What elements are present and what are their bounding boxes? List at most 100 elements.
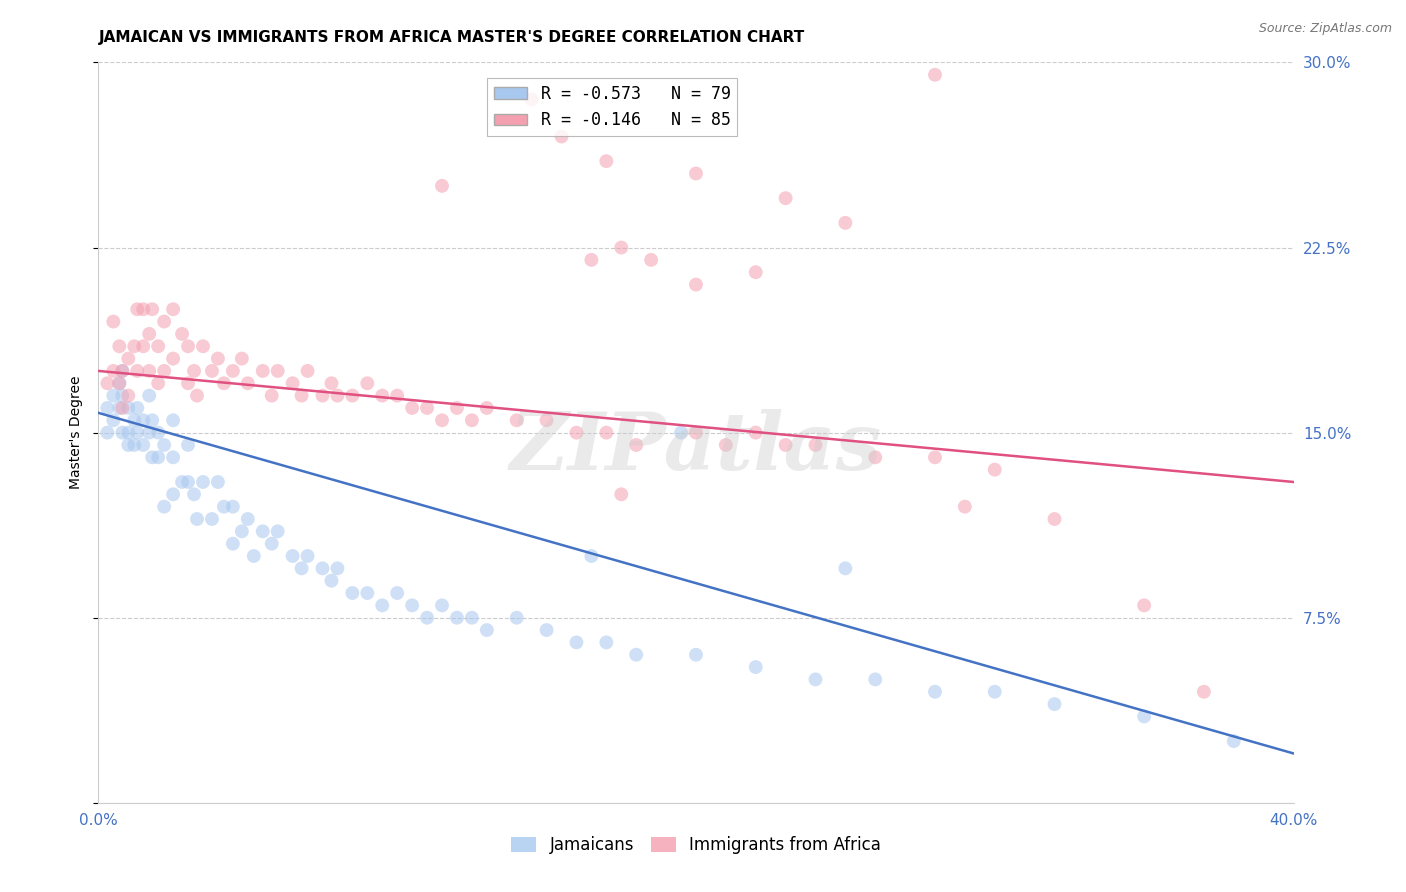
Point	[640, 252, 662, 267]
Point	[177, 339, 200, 353]
Point	[1223, 734, 1246, 748]
Point	[267, 524, 290, 539]
Point	[138, 326, 160, 341]
Point	[610, 487, 633, 501]
Point	[162, 450, 184, 465]
Point	[401, 599, 423, 613]
Point	[162, 413, 184, 427]
Point	[342, 586, 364, 600]
Point	[581, 549, 603, 563]
Point	[401, 401, 423, 415]
Point	[252, 524, 274, 539]
Point	[177, 475, 200, 489]
Text: Source: ZipAtlas.com: Source: ZipAtlas.com	[1258, 22, 1392, 36]
Point	[520, 92, 543, 106]
Point	[236, 376, 259, 391]
Point	[103, 364, 125, 378]
Point	[506, 413, 529, 427]
Point	[127, 302, 149, 317]
Point	[162, 487, 184, 501]
Point	[191, 339, 214, 353]
Point	[108, 376, 131, 391]
Point	[685, 425, 707, 440]
Point	[775, 191, 797, 205]
Point	[446, 610, 468, 624]
Point	[132, 302, 155, 317]
Point	[291, 561, 314, 575]
Point	[416, 401, 439, 415]
Point	[108, 376, 131, 391]
Point	[385, 586, 409, 600]
Point	[222, 364, 245, 378]
Point	[685, 648, 707, 662]
Text: JAMAICAN VS IMMIGRANTS FROM AFRICA MASTER'S DEGREE CORRELATION CHART: JAMAICAN VS IMMIGRANTS FROM AFRICA MASTE…	[98, 29, 804, 45]
Y-axis label: Master's Degree: Master's Degree	[69, 376, 83, 490]
Point	[132, 413, 155, 427]
Point	[565, 635, 588, 649]
Point	[111, 364, 134, 378]
Point	[127, 364, 149, 378]
Point	[595, 425, 617, 440]
Point	[132, 438, 155, 452]
Point	[356, 586, 378, 600]
Point	[371, 599, 394, 613]
Point	[236, 512, 259, 526]
Point	[371, 388, 394, 402]
Point	[321, 376, 343, 391]
Point	[96, 401, 118, 415]
Point	[581, 252, 603, 267]
Point	[669, 425, 692, 440]
Point	[138, 364, 160, 378]
Point	[186, 512, 208, 526]
Point	[506, 610, 529, 624]
Point	[385, 388, 409, 402]
Point	[924, 685, 946, 699]
Point	[212, 500, 235, 514]
Point	[117, 351, 139, 366]
Point	[984, 685, 1007, 699]
Point	[311, 388, 333, 402]
Point	[326, 388, 349, 402]
Point	[117, 401, 139, 415]
Point	[141, 450, 163, 465]
Point	[984, 462, 1007, 476]
Point	[231, 351, 253, 366]
Point	[148, 425, 170, 440]
Point	[153, 314, 176, 328]
Point	[260, 388, 283, 402]
Point	[222, 536, 245, 550]
Point	[430, 599, 453, 613]
Point	[1043, 512, 1066, 526]
Point	[153, 438, 176, 452]
Point	[111, 425, 134, 440]
Point	[127, 401, 149, 415]
Point	[103, 388, 125, 402]
Point	[260, 536, 283, 550]
Point	[183, 487, 205, 501]
Point	[311, 561, 333, 575]
Point	[745, 265, 768, 279]
Point	[191, 475, 214, 489]
Point	[775, 438, 797, 452]
Point	[172, 326, 194, 341]
Point	[626, 648, 648, 662]
Point	[132, 339, 155, 353]
Point	[108, 339, 131, 353]
Text: ZIPatlas: ZIPatlas	[510, 409, 882, 486]
Point	[117, 388, 139, 402]
Point	[475, 623, 498, 637]
Point	[610, 240, 633, 255]
Point	[148, 376, 170, 391]
Point	[356, 376, 378, 391]
Point	[536, 413, 558, 427]
Point	[108, 401, 131, 415]
Point	[127, 425, 149, 440]
Point	[222, 500, 245, 514]
Point	[924, 450, 946, 465]
Point	[183, 364, 205, 378]
Point	[138, 425, 160, 440]
Point	[103, 413, 125, 427]
Point	[153, 500, 176, 514]
Point	[924, 68, 946, 82]
Point	[138, 388, 160, 402]
